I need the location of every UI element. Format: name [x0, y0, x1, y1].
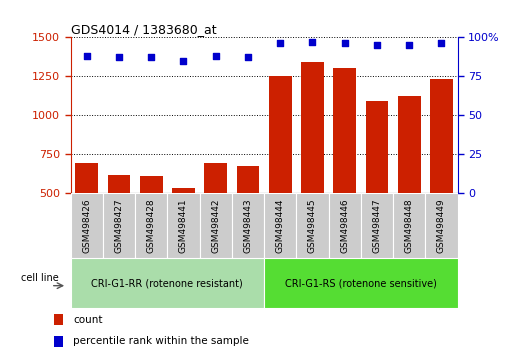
Bar [301, 62, 324, 271]
Bar [334, 68, 356, 271]
Bar [200, 193, 232, 258]
Text: GSM498449: GSM498449 [437, 198, 446, 253]
Text: GSM498427: GSM498427 [115, 198, 123, 253]
Text: GSM498446: GSM498446 [340, 198, 349, 253]
Bar [204, 163, 227, 271]
Point [340, 41, 349, 46]
Bar [71, 193, 103, 258]
Text: GSM498426: GSM498426 [82, 198, 91, 253]
Bar [264, 193, 297, 258]
Text: CRI-G1-RS (rotenone sensitive): CRI-G1-RS (rotenone sensitive) [285, 278, 437, 288]
Text: GSM498442: GSM498442 [211, 199, 220, 253]
Text: GSM498443: GSM498443 [244, 198, 253, 253]
Text: GDS4014 / 1383680_at: GDS4014 / 1383680_at [71, 23, 216, 36]
Point [276, 41, 285, 46]
Bar [269, 76, 291, 271]
Point [373, 42, 381, 48]
Point [437, 41, 446, 46]
Text: GSM498428: GSM498428 [147, 198, 156, 253]
Bar [71, 258, 264, 308]
Text: GSM498444: GSM498444 [276, 199, 285, 253]
Point [147, 55, 155, 60]
Bar [167, 193, 200, 258]
Point [211, 53, 220, 59]
Bar [108, 175, 130, 271]
Bar [75, 163, 98, 271]
Text: CRI-G1-RR (rotenone resistant): CRI-G1-RR (rotenone resistant) [92, 278, 243, 288]
Bar [398, 96, 420, 271]
Bar [237, 166, 259, 271]
Bar [328, 193, 361, 258]
Text: percentile rank within the sample: percentile rank within the sample [73, 336, 249, 346]
Bar [54, 314, 63, 325]
Point [405, 42, 413, 48]
Bar [140, 176, 163, 271]
Bar [135, 193, 167, 258]
Bar [172, 188, 195, 271]
Text: count: count [73, 315, 103, 325]
Text: GSM498448: GSM498448 [405, 198, 414, 253]
Point [309, 39, 317, 45]
Bar [297, 193, 328, 258]
Bar [425, 193, 458, 258]
Bar [393, 193, 425, 258]
Text: GSM498445: GSM498445 [308, 198, 317, 253]
Text: GSM498441: GSM498441 [179, 198, 188, 253]
Text: cell line: cell line [21, 273, 59, 283]
Bar [361, 193, 393, 258]
Bar [430, 79, 453, 271]
Bar [103, 193, 135, 258]
Text: GSM498447: GSM498447 [372, 198, 381, 253]
Bar [54, 336, 63, 347]
Bar [366, 101, 388, 271]
Bar [264, 258, 458, 308]
Point [179, 58, 188, 63]
Point [244, 55, 252, 60]
Bar [232, 193, 264, 258]
Point [115, 55, 123, 60]
Point [83, 53, 91, 59]
